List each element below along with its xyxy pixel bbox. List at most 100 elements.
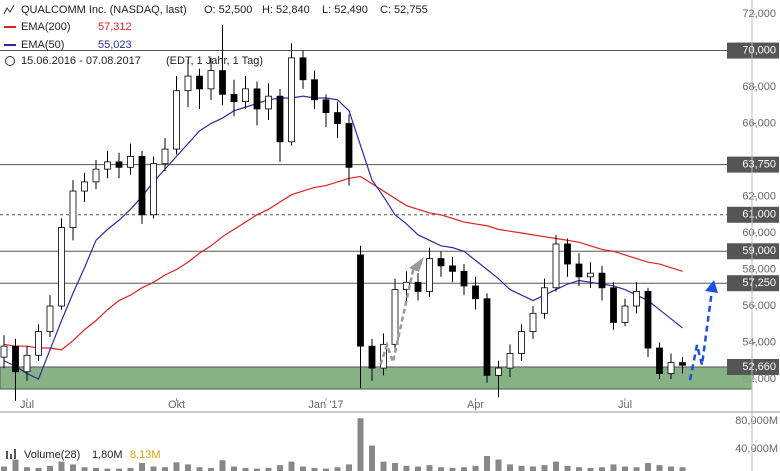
candle-body — [610, 287, 617, 323]
candle-body — [173, 90, 180, 150]
candle-body — [437, 258, 445, 267]
ohlc-close: C: 52,755 — [380, 4, 428, 16]
candle-body — [345, 123, 353, 168]
volume-tick-label: 80,000M — [735, 415, 778, 427]
volume-bar — [254, 468, 260, 471]
volume-bar — [70, 464, 76, 471]
candle-body — [334, 112, 341, 124]
volume-bar — [323, 468, 329, 471]
volume-bar — [242, 467, 249, 471]
candle-body — [368, 345, 376, 369]
candle-body — [656, 347, 663, 374]
volume-bar — [35, 467, 42, 471]
volume-bar — [173, 462, 180, 471]
volume-title: Volume(28) — [24, 449, 80, 461]
level-label: 61,000 — [742, 209, 776, 221]
volume-bar — [426, 465, 433, 471]
volume-bar — [553, 461, 559, 471]
candle-body — [518, 331, 525, 354]
candle-body — [23, 354, 31, 373]
candle-body — [472, 285, 479, 300]
volume-bar — [1, 466, 7, 471]
candle-body — [184, 75, 192, 92]
ohlc-low: L: 52,490 — [322, 4, 368, 16]
volume-bar — [518, 465, 525, 471]
candle-body — [35, 331, 42, 356]
volume-bar — [587, 467, 594, 471]
volume-bar — [58, 461, 65, 471]
candle-body — [253, 88, 261, 110]
y-tick-label: 54,000 — [742, 336, 776, 348]
volume-bar — [162, 467, 168, 471]
volume-bar — [507, 464, 513, 471]
candle-body — [127, 155, 134, 168]
candle-body — [541, 287, 548, 314]
candle-body — [598, 272, 606, 289]
volume-bar — [208, 467, 214, 471]
volume-bar — [12, 459, 19, 471]
x-tick-label: Apr — [467, 399, 484, 411]
volume-bar — [104, 468, 111, 471]
candle-body — [552, 243, 560, 289]
x-tick-label: Jan '17 — [308, 399, 343, 411]
candle-body — [633, 291, 640, 307]
volume-bar — [403, 465, 410, 471]
volume-bar — [81, 467, 88, 471]
volume-bar — [530, 466, 536, 471]
volume-bar — [185, 464, 191, 471]
candle-body — [299, 57, 307, 81]
y-tick-label: 68,000 — [742, 81, 776, 93]
volume-bar — [599, 467, 605, 471]
candle-body — [265, 95, 272, 110]
x-tick-label: Jul — [618, 399, 632, 411]
volume-bar — [495, 459, 502, 471]
volume-bar — [265, 467, 272, 471]
x-tick-label: Jul — [20, 399, 34, 411]
volume-bar — [150, 466, 157, 471]
level-label: 70,000 — [742, 44, 776, 56]
ema-line — [3, 95, 683, 380]
volume-bar — [461, 467, 467, 471]
candle-body — [150, 163, 157, 216]
level-box — [727, 156, 779, 173]
candle-body — [58, 227, 65, 307]
volume-bar — [369, 445, 375, 471]
ema-line — [3, 175, 683, 351]
y-tick-label: 56,000 — [742, 300, 776, 312]
legend: QUALCOMM Inc. (NASDAQ, last) O: 52,500 H… — [3, 4, 428, 67]
legend-value: 55,023 — [98, 39, 132, 51]
candle-body — [242, 88, 249, 103]
candle-body — [81, 181, 88, 192]
candle-body — [449, 265, 456, 272]
candle-body — [161, 148, 169, 165]
level-box — [727, 243, 779, 260]
candle-body — [564, 243, 571, 265]
x-tick-label: Okt — [168, 399, 185, 411]
volume-icon — [14, 449, 16, 459]
volume-bar — [93, 467, 99, 471]
volume-bar — [47, 465, 53, 471]
volume-bar — [564, 465, 571, 471]
candle-body — [587, 272, 594, 278]
candle-body — [12, 345, 19, 373]
volume-bar — [277, 465, 283, 471]
volume-bar — [415, 466, 421, 471]
legend-value: 57,312 — [98, 21, 132, 33]
candle-body — [391, 289, 399, 345]
blue-arrow-head — [705, 280, 718, 293]
volume-bar — [541, 465, 548, 471]
volume-bar — [380, 461, 387, 471]
level-label: 59,000 — [742, 245, 776, 257]
volume-average: 8,13M — [130, 449, 161, 461]
candle-body — [69, 190, 77, 228]
legend-label: EMA(200) — [21, 21, 71, 33]
support-zone — [0, 366, 753, 390]
volume-tick-label: 40,000M — [735, 443, 778, 455]
candle-body — [529, 312, 537, 332]
volume-bar — [668, 466, 674, 471]
volume-bar — [116, 468, 122, 471]
blue-arrow — [688, 289, 714, 381]
y-tick-label: 66,000 — [742, 117, 776, 129]
volume-last: 1,80M — [92, 449, 123, 461]
